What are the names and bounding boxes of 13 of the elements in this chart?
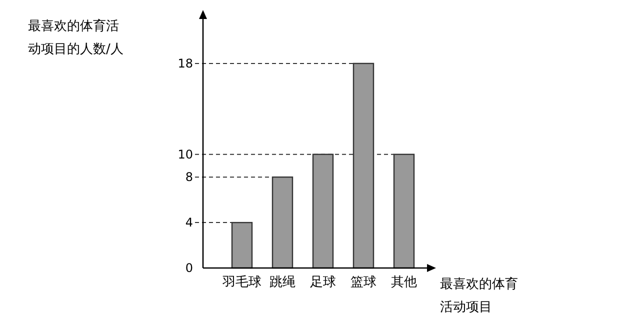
x-tick-label: 跳绳 [270, 275, 296, 290]
x-tick-label: 其他 [391, 275, 417, 290]
x-axis-title: 最喜欢的体育活动项目 [440, 276, 518, 315]
x-tick-label: 足球 [310, 275, 336, 290]
x-tick-label: 羽毛球 [222, 275, 262, 290]
y-axis-title: 最喜欢的体育活动项目的人数/人 [28, 18, 124, 57]
y-tick-label: 10 [178, 147, 193, 162]
bar [272, 176, 294, 269]
y-tick-label: 8 [185, 170, 193, 184]
y-tick-label: 18 [178, 56, 193, 70]
y-tick-label: 4 [185, 216, 193, 230]
x-tick-label: 篮球 [350, 275, 376, 290]
y-tick-label: 0 [185, 261, 193, 275]
